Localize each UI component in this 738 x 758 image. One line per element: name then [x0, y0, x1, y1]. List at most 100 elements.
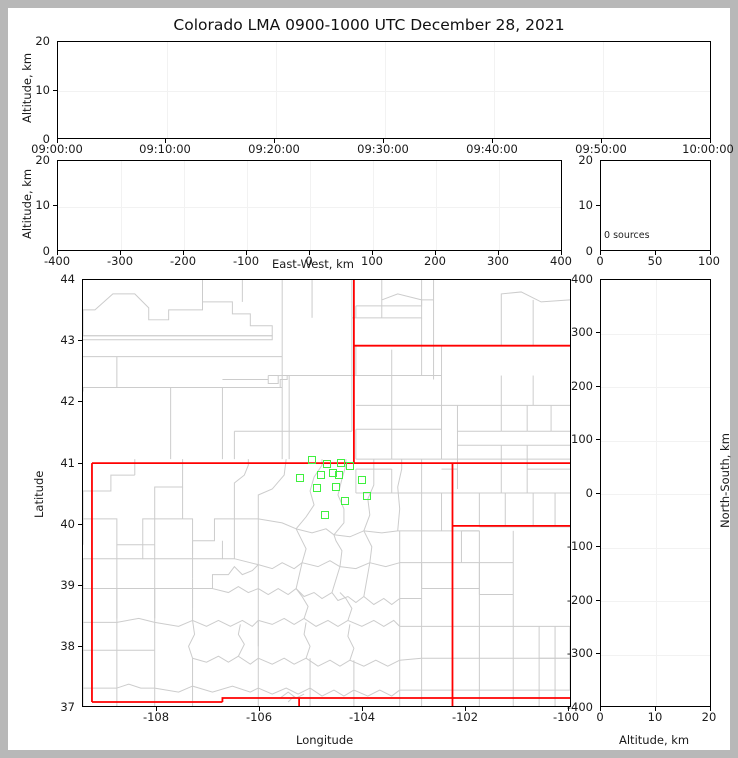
tick-label-y: 300	[571, 325, 593, 339]
panel-altitude-eastwest[interactable]	[57, 160, 562, 251]
axis-tick	[165, 139, 166, 143]
gridline	[166, 42, 168, 138]
tick-label-y: 0	[585, 244, 593, 258]
tick-label-x: -106	[245, 710, 273, 724]
axis-tick	[183, 251, 184, 255]
tick-label-x: 20	[701, 710, 717, 724]
tick-label-y: 20	[35, 34, 50, 48]
source-count-annotation: 0 sources	[604, 230, 650, 241]
panel-northsouth-altitude[interactable]	[600, 279, 711, 707]
axis-label-y: Latitude	[32, 470, 46, 518]
tick-label-y: 20	[35, 153, 50, 167]
tick-label-y: 10	[35, 83, 50, 97]
tick-label-y: 10	[35, 198, 50, 212]
tick-label-x: 09:40:00	[466, 142, 518, 156]
axis-label-y: North-South, km	[718, 433, 732, 528]
tick-label-x: 10	[647, 710, 663, 724]
axis-tick	[78, 646, 82, 647]
axis-tick	[383, 139, 384, 143]
gridline	[247, 161, 248, 250]
tick-label-y: 200	[571, 379, 593, 393]
axis-tick	[57, 139, 58, 143]
tick-label-x: 09:00:00	[31, 142, 83, 156]
tick-label-y: 37	[60, 700, 75, 714]
axis-tick	[57, 251, 58, 255]
lma-station-marker[interactable]	[317, 471, 325, 479]
tick-label-x: 10:00:00	[682, 142, 734, 156]
tick-label-x: 100	[361, 254, 383, 268]
tick-label-y: 20	[578, 153, 593, 167]
lma-station-marker[interactable]	[296, 474, 304, 482]
tick-label-x: -200	[169, 254, 197, 268]
gridline	[601, 494, 710, 495]
axis-tick	[465, 707, 466, 711]
tick-label-x: 50	[647, 254, 663, 268]
tick-label-y: 10	[578, 198, 593, 212]
tick-label-y: -200	[566, 593, 593, 607]
axis-label-x: Longitude	[296, 733, 354, 747]
axis-tick	[120, 251, 121, 255]
tick-label-y: 39	[60, 578, 75, 592]
gridline	[493, 42, 495, 138]
tick-label-x: 0	[305, 254, 313, 268]
axis-label-x: East-West, km	[272, 257, 354, 271]
lma-station-marker[interactable]	[346, 462, 354, 470]
lma-station-marker[interactable]	[323, 460, 331, 468]
gridline	[373, 161, 374, 250]
lma-station-marker[interactable]	[332, 483, 340, 491]
lma-station-marker[interactable]	[313, 484, 321, 492]
tick-label-y: -100	[566, 539, 593, 553]
axis-tick	[596, 205, 600, 206]
lma-station-marker[interactable]	[335, 471, 343, 479]
tick-label-y: 0	[42, 132, 50, 146]
axis-tick	[362, 707, 363, 711]
gridline	[601, 440, 710, 442]
tick-label-y: 42	[60, 394, 75, 408]
gridline	[58, 206, 561, 208]
axis-tick	[246, 251, 247, 255]
lma-station-marker[interactable]	[329, 469, 337, 477]
gridline	[121, 161, 122, 250]
panel-altitude-time[interactable]	[57, 41, 711, 139]
axis-tick	[596, 386, 600, 387]
tick-label-y: -400	[566, 700, 593, 714]
tick-label-x: -100	[552, 710, 580, 724]
gridline	[58, 91, 710, 92]
axis-tick	[274, 139, 275, 143]
tick-label-x: 0	[596, 710, 604, 724]
axis-tick	[710, 139, 711, 143]
tick-label-x: 09:10:00	[139, 142, 191, 156]
axis-tick	[78, 585, 82, 586]
map-geometry	[83, 280, 570, 706]
axis-tick	[601, 139, 602, 143]
axis-tick	[710, 251, 711, 255]
tick-label-y: 0	[42, 244, 50, 258]
tick-label-y: 400	[571, 272, 593, 286]
axis-label-y: Altitude, km	[20, 168, 34, 239]
lma-station-marker[interactable]	[321, 511, 329, 519]
tick-label-x: 400	[550, 254, 572, 268]
gridline	[601, 333, 710, 335]
tick-label-x: -400	[43, 254, 71, 268]
axis-tick	[259, 707, 260, 711]
gridline	[275, 42, 277, 138]
gridline	[656, 280, 657, 706]
lma-station-marker[interactable]	[341, 497, 349, 505]
gridline	[601, 601, 710, 602]
tick-label-x: 0	[596, 254, 604, 268]
lma-station-marker[interactable]	[363, 492, 371, 500]
axis-tick	[53, 205, 57, 206]
axis-tick	[309, 251, 310, 255]
axis-tick	[596, 332, 600, 333]
lma-station-marker[interactable]	[308, 456, 316, 464]
panel-map[interactable]	[82, 279, 571, 707]
panel-source-histogram[interactable]	[600, 160, 711, 251]
axis-tick	[156, 707, 157, 711]
tick-label-x: 09:20:00	[248, 142, 300, 156]
tick-label-x: -104	[348, 710, 376, 724]
axis-tick	[710, 707, 711, 711]
axis-tick	[498, 251, 499, 255]
tick-label-y: -300	[566, 646, 593, 660]
lma-station-marker[interactable]	[358, 476, 366, 484]
lma-station-marker[interactable]	[337, 459, 345, 467]
